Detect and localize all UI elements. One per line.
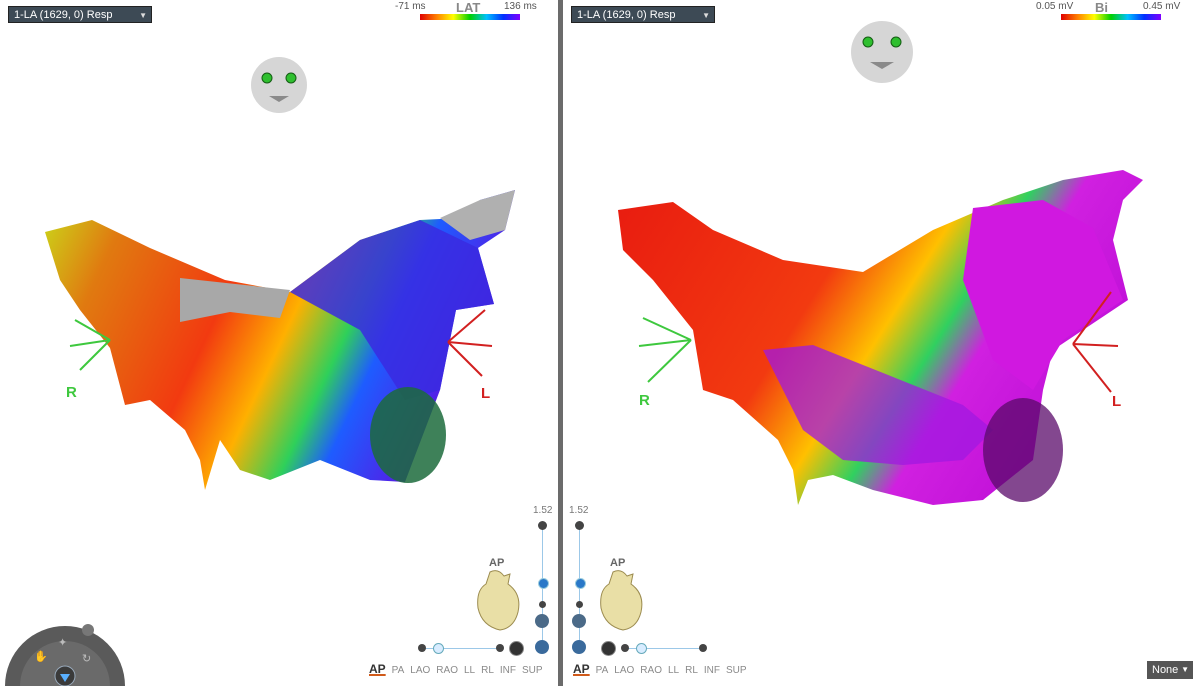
opacity-slider-track[interactable] xyxy=(420,648,500,649)
hand-icon[interactable]: ✋ xyxy=(34,650,48,663)
tab-ll[interactable]: LL xyxy=(667,665,680,676)
left-map-select-label: 1-LA (1629, 0) Resp xyxy=(14,9,113,21)
tab-inf[interactable]: INF xyxy=(499,665,516,676)
zoom-slider-thumb[interactable] xyxy=(538,578,549,589)
legend-title: LAT xyxy=(456,0,481,15)
zoom-out-knob[interactable] xyxy=(576,601,583,608)
grey-low-voltage-region xyxy=(180,278,290,322)
navigation-wheel[interactable]: ✋ ✦ ↻ xyxy=(0,616,130,686)
grey-appendage-region xyxy=(440,190,515,240)
heart-orientation-icon xyxy=(477,570,520,631)
opacity-min-knob[interactable] xyxy=(418,644,426,652)
right-map-select[interactable]: 1-LA (1629, 0) Resp ▼ xyxy=(571,6,715,23)
left-lat-legend: -71 ms LAT 136 ms xyxy=(395,0,537,21)
legend-max: 0.45 mV xyxy=(1143,1,1181,12)
legend-color-bar xyxy=(1061,14,1161,20)
left-valve-overlay xyxy=(370,387,446,483)
left-view-tabs[interactable]: AP PA LAO RAO LL RL INF SUP xyxy=(369,662,549,676)
none-dropdown-label: None xyxy=(1152,664,1179,676)
tab-ap[interactable]: AP xyxy=(573,662,590,676)
rotate-up-button[interactable] xyxy=(572,640,586,654)
right-bipolar-legend: 0.05 mV Bi 0.45 mV xyxy=(1036,0,1180,21)
view-orientation-label: AP xyxy=(610,557,626,569)
zoom-value-label: 1.52 xyxy=(569,505,589,516)
opacity-min-knob[interactable] xyxy=(621,644,629,652)
right-left-side-label: L xyxy=(1112,393,1122,410)
left-right-side-label: R xyxy=(66,384,77,401)
right-map-select-label: 1-LA (1629, 0) Resp xyxy=(577,9,676,21)
left-r-axis-icon xyxy=(69,319,111,371)
left-map-select[interactable]: 1-LA (1629, 0) Resp ▼ xyxy=(8,6,152,23)
tab-sup[interactable]: SUP xyxy=(522,665,543,676)
zoom-slider-thumb[interactable] xyxy=(575,578,586,589)
legend-color-bar xyxy=(420,14,520,20)
tab-rl[interactable]: RL xyxy=(685,665,698,676)
zoom-value-label: 1.52 xyxy=(533,505,553,516)
chevron-down-icon: ▼ xyxy=(702,11,710,20)
left-map-panel[interactable]: 1-LA (1629, 0) Resp ▼ -71 ms LAT 136 ms xyxy=(0,0,558,686)
legend-min: 0.05 mV xyxy=(1036,1,1074,12)
zoom-out-knob[interactable] xyxy=(539,601,546,608)
tab-inf[interactable]: INF xyxy=(703,665,720,676)
right-l-axis-icon xyxy=(1072,291,1119,393)
view-orientation-label: AP xyxy=(489,557,505,569)
tab-rl[interactable]: RL xyxy=(481,665,494,676)
opacity-max-knob[interactable] xyxy=(699,644,707,652)
zoom-in-knob[interactable] xyxy=(538,521,547,530)
tab-rao[interactable]: RAO xyxy=(640,665,662,676)
nav-down-icon xyxy=(60,674,70,682)
legend-title: Bi xyxy=(1095,0,1108,15)
right-r-axis-icon xyxy=(638,317,692,383)
tab-sup[interactable]: SUP xyxy=(726,665,747,676)
settings-knob[interactable] xyxy=(509,641,524,656)
tab-ap[interactable]: AP xyxy=(369,662,386,676)
low-voltage-region xyxy=(763,345,993,465)
wand-icon[interactable]: ✦ xyxy=(58,636,67,649)
zoom-in-knob[interactable] xyxy=(575,521,584,530)
heart-orientation-icon xyxy=(600,570,643,631)
nav-corner-button[interactable] xyxy=(82,624,94,636)
right-valve-overlay xyxy=(983,398,1063,502)
blue-region xyxy=(290,220,494,400)
right-map-panel[interactable]: 1-LA (1629, 0) Resp ▼ 0.05 mV Bi 0.45 mV xyxy=(563,0,1200,686)
opacity-slider-track[interactable] xyxy=(623,648,703,649)
tab-lao[interactable]: LAO xyxy=(410,665,431,676)
none-dropdown[interactable]: None ▼ xyxy=(1147,661,1193,679)
orientation-face-icon xyxy=(251,57,307,113)
tab-lao[interactable]: LAO xyxy=(614,665,635,676)
chevron-down-icon: ▼ xyxy=(139,11,147,20)
opacity-max-knob[interactable] xyxy=(496,644,504,652)
opacity-slider-thumb[interactable] xyxy=(636,643,647,654)
orientation-face-icon xyxy=(851,21,913,83)
settings-knob[interactable] xyxy=(601,641,616,656)
legend-min: -71 ms xyxy=(395,1,426,12)
rotate-down-button[interactable] xyxy=(535,614,549,628)
legend-max: 136 ms xyxy=(504,1,537,12)
rotate-icon[interactable]: ↻ xyxy=(82,652,91,665)
left-l-axis-icon xyxy=(447,309,493,377)
rotate-up-button[interactable] xyxy=(535,640,549,654)
right-right-side-label: R xyxy=(639,392,650,409)
panel-divider[interactable] xyxy=(558,0,563,686)
right-view-tabs[interactable]: AP PA LAO RAO LL RL INF SUP xyxy=(573,662,753,676)
tab-ll[interactable]: LL xyxy=(463,665,476,676)
chevron-down-icon: ▼ xyxy=(1181,665,1189,674)
magenta-region xyxy=(963,200,1123,390)
tab-pa[interactable]: PA xyxy=(391,665,405,676)
left-left-side-label: L xyxy=(481,385,491,402)
right-bipolar-anatomy-map[interactable] xyxy=(563,160,1200,520)
tab-rao[interactable]: RAO xyxy=(436,665,458,676)
tab-pa[interactable]: PA xyxy=(595,665,609,676)
opacity-slider-thumb[interactable] xyxy=(433,643,444,654)
left-lat-anatomy-map[interactable] xyxy=(0,160,558,500)
rotate-down-button[interactable] xyxy=(572,614,586,628)
